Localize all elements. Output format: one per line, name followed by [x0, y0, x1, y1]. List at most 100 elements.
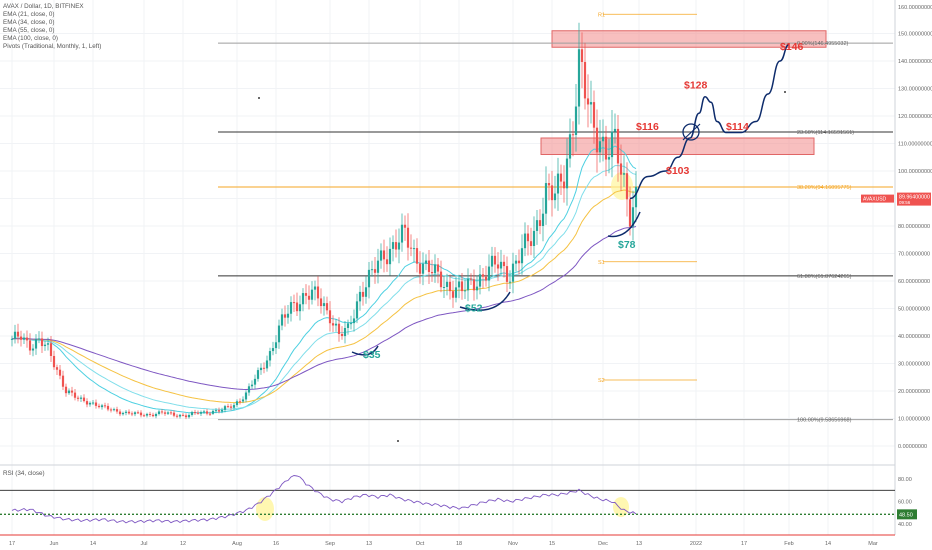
- swoosh-35: [351, 345, 379, 356]
- candle-body: [580, 49, 584, 62]
- candle-body: [550, 185, 554, 201]
- rsi-axis-tick-label: 40.00: [898, 522, 912, 528]
- candle-body: [22, 337, 26, 340]
- legend-ema34[interactable]: EMA (34, close, 0): [3, 19, 55, 26]
- candle-body: [34, 339, 38, 349]
- candle-body: [58, 369, 62, 376]
- candle-body: [472, 279, 476, 291]
- annotation-label: $78: [618, 239, 636, 251]
- candle-body: [235, 401, 239, 406]
- candle-body: [529, 241, 533, 247]
- y-axis-tick-label: 20.00000000: [898, 389, 930, 395]
- price-tag-value: 89.96400000: [899, 195, 930, 201]
- candle-body: [145, 413, 149, 416]
- candle-body: [187, 414, 191, 418]
- candle-body: [436, 264, 440, 272]
- candle-body: [151, 414, 155, 417]
- candle-body: [121, 412, 125, 415]
- candle-body: [562, 181, 566, 189]
- candle-body: [259, 367, 263, 371]
- candle-body: [382, 250, 386, 260]
- candle-body: [67, 390, 71, 394]
- candle-body: [409, 247, 413, 249]
- candle-body: [241, 399, 245, 402]
- candle-body: [214, 410, 218, 412]
- x-axis-tick-label: Jun: [50, 541, 59, 547]
- candle-body: [403, 224, 407, 228]
- legend-ema100[interactable]: EMA (100, close, 0): [3, 35, 58, 42]
- candle-body: [427, 260, 431, 272]
- candle-body: [223, 406, 227, 410]
- candle-body: [304, 293, 308, 296]
- candle-body: [466, 278, 470, 291]
- pivot-label: S1: [598, 260, 605, 266]
- candle-body: [331, 323, 335, 326]
- candle-body: [25, 337, 29, 341]
- candle-body: [568, 134, 572, 159]
- x-axis-tick-label: 15: [549, 541, 555, 547]
- candle-body: [307, 295, 311, 300]
- candle-body: [625, 173, 629, 200]
- candle-body: [82, 397, 86, 402]
- candle-body: [238, 401, 242, 403]
- candle-body: [178, 414, 182, 417]
- candle-body: [379, 250, 383, 261]
- swoosh-52: [459, 291, 511, 311]
- candle-body: [157, 411, 161, 414]
- candle-body: [40, 338, 44, 347]
- y-axis-tick-label: 50.00000000: [898, 307, 930, 313]
- y-axis-tick-label: 100.00000000: [898, 169, 932, 175]
- annotation-label: $35: [363, 349, 381, 361]
- candle-body: [313, 286, 317, 290]
- candle-body: [511, 263, 515, 282]
- candle-body: [358, 291, 362, 302]
- annotation-label: $116: [636, 121, 659, 133]
- projection-path: [629, 43, 790, 200]
- candle-body: [55, 367, 59, 370]
- candle-body: [79, 397, 83, 399]
- candle-body: [70, 390, 74, 393]
- candle-body: [463, 290, 467, 292]
- candle-body: [319, 298, 323, 307]
- legend-ema55[interactable]: EMA (55, close, 0): [3, 27, 55, 34]
- highlight-rsi-left: [256, 497, 274, 521]
- legend-pivots[interactable]: Pivots (Traditional, Monthly, 1, Left): [3, 43, 102, 50]
- candle-body: [289, 302, 293, 314]
- annotation-label: $52: [465, 302, 483, 314]
- rsi-value-label: 48.50: [899, 512, 913, 518]
- candle-body: [229, 406, 233, 408]
- candle-body: [616, 128, 620, 164]
- candle-body: [196, 412, 200, 414]
- candle-body: [208, 413, 212, 415]
- fib-level-label: 23.60%(114.16591561): [797, 130, 854, 136]
- x-axis-tick-label: 2022: [690, 541, 702, 547]
- y-axis-tick-label: 70.00000000: [898, 252, 930, 258]
- candle-body: [589, 102, 593, 105]
- candle-body: [475, 286, 479, 291]
- candle-body: [166, 412, 170, 414]
- marker-dot: [397, 440, 399, 442]
- candle-body: [343, 327, 347, 337]
- candle-body: [286, 313, 290, 318]
- candle-body: [61, 375, 65, 387]
- candle-body: [487, 266, 491, 281]
- candle-body: [10, 338, 14, 340]
- candle-body: [592, 102, 596, 128]
- candle-body: [370, 269, 374, 271]
- ema55-line: [11, 189, 637, 404]
- candle-body: [163, 412, 167, 414]
- x-axis-tick-label: 13: [636, 541, 642, 547]
- pivot-label: S2: [598, 378, 605, 384]
- legend-ema21[interactable]: EMA (21, close, 0): [3, 11, 55, 18]
- y-axis-tick-label: 30.00000000: [898, 362, 930, 368]
- rsi-title: RSI (34, close): [3, 470, 45, 477]
- rsi-axis-tick-label: 80.00: [898, 477, 912, 483]
- candle-body: [295, 302, 299, 312]
- candle-body: [160, 411, 164, 413]
- candle-body: [544, 183, 548, 214]
- fib-level-label: 38.20%(94.16095775): [797, 185, 852, 191]
- candle-body: [346, 323, 350, 328]
- candle-body: [451, 291, 455, 298]
- candle-body: [262, 367, 266, 369]
- candle-body: [118, 411, 122, 415]
